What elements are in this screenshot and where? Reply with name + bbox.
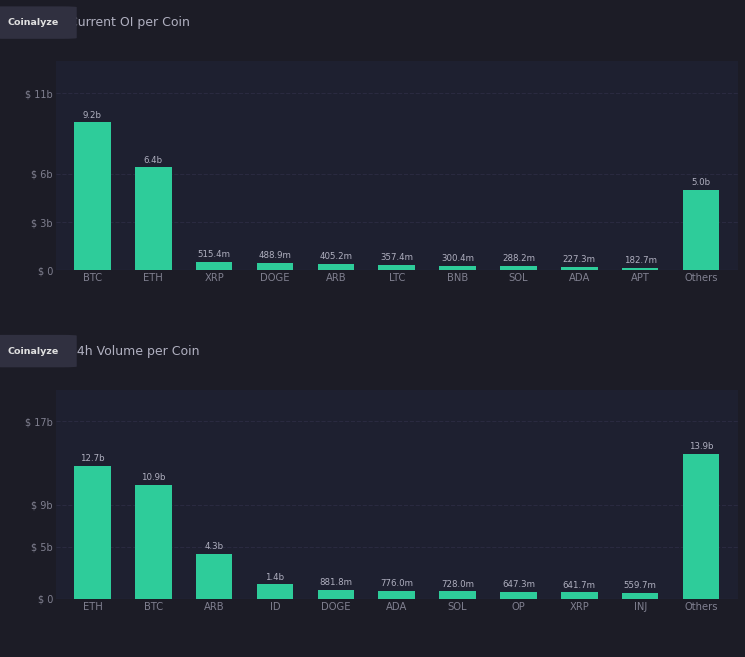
- Text: 6.4b: 6.4b: [144, 156, 163, 165]
- Bar: [74, 122, 111, 271]
- Text: 13.9b: 13.9b: [689, 442, 713, 451]
- Text: 728.0m: 728.0m: [441, 579, 474, 589]
- FancyBboxPatch shape: [0, 7, 77, 39]
- Bar: [561, 267, 597, 271]
- Text: 24h Volume per Coin: 24h Volume per Coin: [69, 345, 199, 357]
- FancyBboxPatch shape: [0, 335, 77, 367]
- Text: 10.9b: 10.9b: [141, 473, 165, 482]
- Text: 641.7m: 641.7m: [562, 581, 596, 589]
- Text: 881.8m: 881.8m: [320, 578, 352, 587]
- Bar: [74, 466, 111, 599]
- Bar: [135, 168, 171, 271]
- Text: Coinalyze: Coinalyze: [7, 18, 58, 27]
- Text: 488.9m: 488.9m: [259, 251, 291, 260]
- Text: Current OI per Coin: Current OI per Coin: [69, 16, 189, 29]
- Bar: [682, 190, 719, 271]
- Bar: [317, 264, 354, 271]
- Bar: [622, 267, 659, 271]
- Text: 12.7b: 12.7b: [80, 455, 105, 463]
- Bar: [378, 265, 415, 271]
- Text: 9.2b: 9.2b: [83, 110, 102, 120]
- Text: 357.4m: 357.4m: [380, 253, 413, 262]
- Text: 559.7m: 559.7m: [624, 581, 656, 591]
- Bar: [440, 265, 476, 271]
- Bar: [135, 485, 171, 599]
- Bar: [257, 584, 294, 599]
- Text: 405.2m: 405.2m: [320, 252, 352, 261]
- Bar: [622, 593, 659, 599]
- Bar: [440, 591, 476, 599]
- Bar: [317, 590, 354, 599]
- Bar: [500, 266, 536, 271]
- Bar: [682, 453, 719, 599]
- Bar: [196, 262, 232, 271]
- Text: 1.4b: 1.4b: [265, 573, 285, 581]
- Text: 515.4m: 515.4m: [197, 250, 231, 260]
- Bar: [500, 592, 536, 599]
- Text: 288.2m: 288.2m: [502, 254, 535, 263]
- Text: 5.0b: 5.0b: [691, 178, 711, 187]
- Bar: [257, 263, 294, 271]
- Text: Coinalyze: Coinalyze: [7, 347, 58, 355]
- Text: 300.4m: 300.4m: [441, 254, 474, 263]
- Bar: [561, 592, 597, 599]
- Text: 227.3m: 227.3m: [562, 255, 596, 264]
- Text: 647.3m: 647.3m: [502, 581, 535, 589]
- Text: 776.0m: 776.0m: [380, 579, 413, 588]
- Text: 182.7m: 182.7m: [624, 256, 656, 265]
- Text: 4.3b: 4.3b: [205, 542, 224, 551]
- Bar: [196, 554, 232, 599]
- Bar: [378, 591, 415, 599]
